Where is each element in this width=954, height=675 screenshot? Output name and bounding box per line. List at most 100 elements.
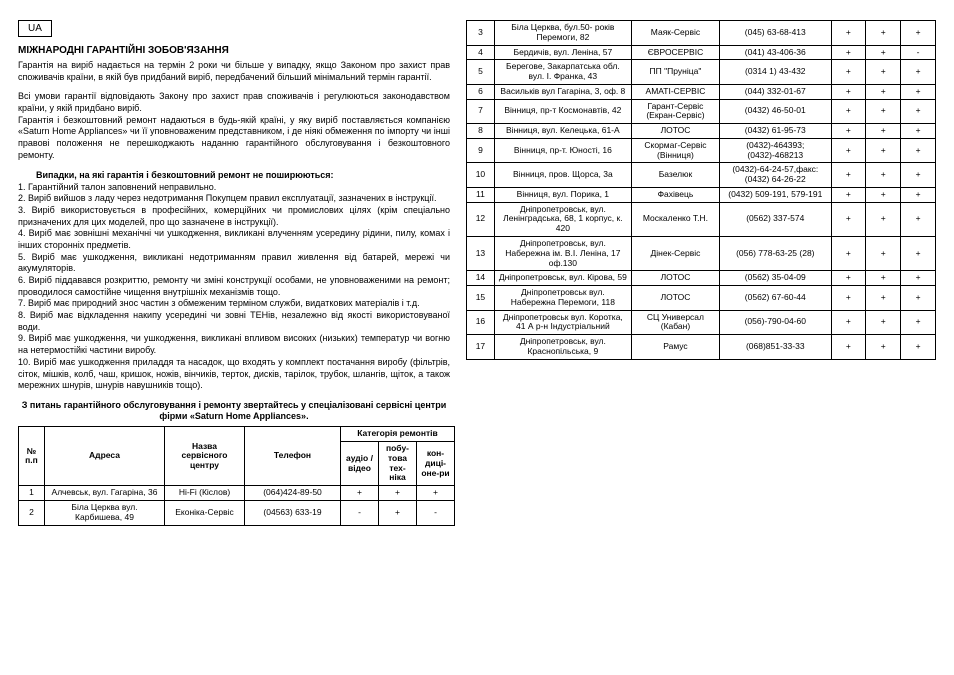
cell-b: + [866,45,901,60]
cell-name: Скормаг-Сервіс (Вінниця) [631,138,719,163]
cell-phone: (0562) 35-04-09 [720,271,831,286]
cell-phone: (04563) 633-19 [245,500,341,525]
cell-name: Рамус [631,335,719,360]
cell-name: ЄВРОСЕРВІС [631,45,719,60]
cell-name: СЦ Универсал (Кабан) [631,310,719,335]
cell-b: + [866,335,901,360]
doc-title: МІЖНАРОДНІ ГАРАНТІЙНІ ЗОБОВ'ЯЗАННЯ [18,45,450,56]
table-row: 7Вінниця, пр-т Космонавтів, 42Гарант-Сер… [467,99,936,124]
cell-c: + [901,99,936,124]
cell-phone: (068)851-33-33 [720,335,831,360]
cell-addr: Дніпропетровськ, вул. Ленінградська, 68,… [494,202,631,236]
cell-a: - [341,500,379,525]
cell-addr: Вінниця, вул. Келецька, 61-А [494,124,631,139]
cell-n: 2 [19,500,45,525]
table-row: 6Васильків вул Гагаріна, 3, оф. 8АМАТІ-С… [467,84,936,99]
cell-a: + [831,45,866,60]
cell-addr: Біла Церква вул. Карбишева, 49 [45,500,165,525]
cell-c: + [901,138,936,163]
cell-name: ЛОТОС [631,271,719,286]
cell-phone: (056) 778-63-25 (28) [720,237,831,271]
cell-n: 8 [467,124,495,139]
cell-a: + [831,271,866,286]
service-note: З питань гарантійного обслуговування і р… [18,400,450,423]
intro-para-1: Гарантія на виріб надається на термін 2 … [18,60,450,83]
case-item: 2. Виріб вийшов з ладу через недотриманн… [18,193,450,205]
col-appliance: побу-това тех-ніка [379,442,417,486]
cell-n: 17 [467,335,495,360]
cell-addr: Бердичів, вул. Леніна, 57 [494,45,631,60]
cell-c: + [417,486,455,501]
case-item: 4. Виріб має зовнішні механічні чи ушкод… [18,228,450,251]
cell-name: ЛОТОС [631,124,719,139]
cell-n: 13 [467,237,495,271]
case-item: 5. Виріб має ушкодження, викликані недот… [18,252,450,275]
cell-b: + [866,310,901,335]
cell-phone: (045) 63-68-413 [720,21,831,46]
table-row: 12Дніпропетровськ, вул. Ленінградська, 6… [467,202,936,236]
table-row: 15Дніпропетровськ вул. Набережна Перемог… [467,286,936,311]
cell-c: + [901,202,936,236]
table-row: 1Алчевськ, вул. Гагаріна, 36Hi-Fi (Кісло… [19,486,455,501]
cell-addr: Дніпропетровськ вул. Набережна Перемоги,… [494,286,631,311]
right-column: 3Біла Церква, бул.50- років Перемоги, 82… [466,20,936,655]
cell-a: + [831,237,866,271]
cell-phone: (0432) 46-50-01 [720,99,831,124]
cell-name: ЛОТОС [631,286,719,311]
cell-c: + [901,286,936,311]
cell-c: + [901,187,936,202]
cell-name: Фахівець [631,187,719,202]
cell-n: 9 [467,138,495,163]
cell-name: АМАТІ-СЕРВІС [631,84,719,99]
cell-c: - [901,45,936,60]
case-item: 10. Виріб має ушкодження приладдя та нас… [18,357,450,392]
col-ac: кон-диці-оне-ри [417,442,455,486]
cell-b: + [866,286,901,311]
cell-name: ПП "Пруніца" [631,60,719,85]
cell-phone: (0432) 509-191, 579-191 [720,187,831,202]
case-item: 9. Виріб має ушкодження, чи ушкодження, … [18,333,450,356]
cell-c: + [901,310,936,335]
cell-a: + [831,84,866,99]
cell-a: + [831,202,866,236]
cell-name: Гарант-Сервіс (Екран-Сервіс) [631,99,719,124]
cell-n: 10 [467,163,495,188]
col-num: № п.п [19,427,45,486]
cell-b: + [866,99,901,124]
table-row: 16Дніпропетровськ вул. Коротка, 41 А р-н… [467,310,936,335]
case-item: 8. Виріб має відкладення накипу усередин… [18,310,450,333]
cell-b: + [379,500,417,525]
cell-addr: Біла Церква, бул.50- років Перемоги, 82 [494,21,631,46]
cell-a: + [341,486,379,501]
cell-phone: (064)424-89-50 [245,486,341,501]
cell-phone: (0314 1) 43-432 [720,60,831,85]
cell-n: 16 [467,310,495,335]
table-row: 3Біла Церква, бул.50- років Перемоги, 82… [467,21,936,46]
cell-a: + [831,310,866,335]
table-row: 9Вінниця, пр-т. Юності, 16Скормаг-Сервіс… [467,138,936,163]
col-category: Категорія ремонтів [341,427,455,442]
cell-n: 11 [467,187,495,202]
cell-addr: Дніпропетровськ, вул. Набережна ім. В.І.… [494,237,631,271]
cell-phone: (0432) 61-95-73 [720,124,831,139]
col-name: Назва сервісного центру [165,427,245,486]
case-item: 3. Виріб використовується в професійних,… [18,205,450,228]
cell-c: + [901,335,936,360]
cell-addr: Васильків вул Гагаріна, 3, оф. 8 [494,84,631,99]
cell-phone: (0562) 67-60-44 [720,286,831,311]
cell-c: + [901,60,936,85]
cell-n: 3 [467,21,495,46]
cell-c: + [901,21,936,46]
table-header-row: № п.п Адреса Назва сервісного центру Тел… [19,427,455,442]
cell-n: 7 [467,99,495,124]
cell-phone: (0432)-64-24-57,факс: (0432) 64-26-22 [720,163,831,188]
table-row: 11Вінниця, вул. Порика, 1Фахівець(0432) … [467,187,936,202]
cell-a: + [831,335,866,360]
cell-a: + [831,21,866,46]
cell-name: Hi-Fi (Кіслов) [165,486,245,501]
left-column: UA МІЖНАРОДНІ ГАРАНТІЙНІ ЗОБОВ'ЯЗАННЯ Га… [18,20,466,655]
cell-n: 14 [467,271,495,286]
cell-phone: (0562) 337-574 [720,202,831,236]
cell-a: + [831,187,866,202]
intro-para-2: Всі умови гарантії відповідають Закону п… [18,91,450,161]
